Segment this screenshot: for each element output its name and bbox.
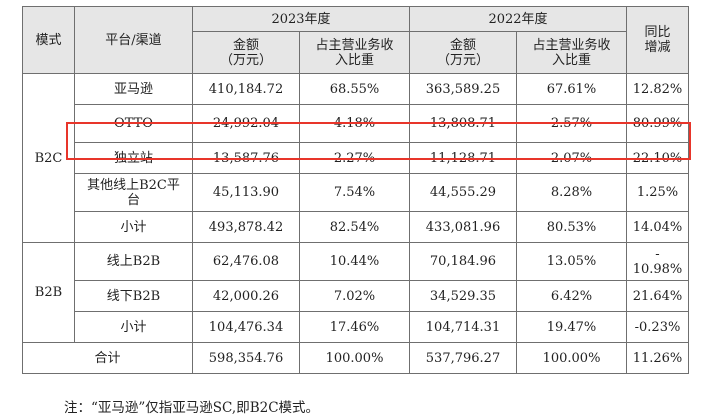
amount-2023-cell: 104,476.34 xyxy=(192,311,300,343)
header-share-2022: 占主营业务收 入比重 xyxy=(516,31,627,74)
amount-2022-cell: 70,184.96 xyxy=(409,242,517,281)
mode-cell-b2c: B2C xyxy=(22,73,75,243)
channel-cell: 亚马逊 xyxy=(74,73,193,105)
share-2023-cell: 7.02% xyxy=(299,280,410,312)
amount-2023-cell: 45,113.90 xyxy=(192,173,300,212)
share-2023-cell: 10.44% xyxy=(299,242,410,281)
share-2022-cell: 13.05% xyxy=(516,242,627,281)
table-row: B2B 线上B2B 62,476.08 10.44% 70,184.96 13.… xyxy=(22,242,689,343)
header-mode: 模式 xyxy=(22,6,75,74)
table-row: 线下B2B 42,000.26 7.02% 34,529.35 6.42% 21… xyxy=(23,280,689,312)
share-2022-cell: 2.57% xyxy=(516,104,627,143)
header-amount-2023: 金额 （万元） xyxy=(192,31,300,74)
amount-2022-cell: 44,555.29 xyxy=(409,173,517,212)
amount-2023-cell: 62,476.08 xyxy=(192,242,300,281)
amount-2023-cell: 410,184.72 xyxy=(192,73,300,105)
amount-2022-cell: 104,714.31 xyxy=(409,311,517,343)
share-2022-cell: 2.07% xyxy=(516,142,627,174)
share-2022-cell: 80.53% xyxy=(516,211,627,243)
channel-cell: 线上B2B xyxy=(74,242,193,281)
yoy-cell: 11.26% xyxy=(626,342,689,374)
amount-2022-cell: 11,128.71 xyxy=(409,142,517,174)
amount-2022-cell: 363,589.25 xyxy=(409,73,517,105)
share-2022-cell: 8.28% xyxy=(516,173,627,212)
subtotal-row: 小计 493,878.42 82.54% 433,081.96 80.53% 1… xyxy=(23,211,689,243)
table-row: 其他线上B2C平 台 45,113.90 7.54% 44,555.29 8.2… xyxy=(23,173,689,212)
amount-2023-cell: 24,992.04 xyxy=(192,104,300,143)
share-2022-cell: 100.00% xyxy=(516,342,627,374)
channel-cell: 线下B2B xyxy=(74,280,193,312)
header-year-2023: 2023年度 xyxy=(192,6,410,32)
channel-cell: 独立站 xyxy=(74,142,193,174)
share-2022-cell: 6.42% xyxy=(516,280,627,312)
amount-2023-cell: 493,878.42 xyxy=(192,211,300,243)
header-year-2022: 2022年度 xyxy=(409,6,627,32)
header-yoy: 同比 增减 xyxy=(626,6,689,74)
yoy-cell: -0.23% xyxy=(626,311,689,343)
amount-2022-cell: 537,796.27 xyxy=(409,342,517,374)
header-channel: 平台/渠道 xyxy=(74,6,193,74)
amount-2023-cell: 13,587.76 xyxy=(192,142,300,174)
share-2023-cell: 82.54% xyxy=(299,211,410,243)
yoy-cell: 21.64% xyxy=(626,280,689,312)
share-2022-cell: 19.47% xyxy=(516,311,627,343)
share-2023-cell: 2.27% xyxy=(299,142,410,174)
subtotal-row: 小计 104,476.34 17.46% 104,714.31 19.47% -… xyxy=(23,311,689,343)
share-2023-cell: 4.18% xyxy=(299,104,410,143)
yoy-cell: 12.82% xyxy=(626,73,689,105)
amount-2023-cell: 598,354.76 xyxy=(192,342,300,374)
channel-cell: 小计 xyxy=(74,211,193,243)
share-2023-cell: 7.54% xyxy=(299,173,410,212)
header-share-2023: 占主营业务收 入比重 xyxy=(299,31,410,74)
yoy-cell: 22.10% xyxy=(626,142,689,174)
total-row: 合计 598,354.76 100.00% 537,796.27 100.00%… xyxy=(22,342,689,374)
channel-cell: 其他线上B2C平 台 xyxy=(74,173,193,212)
channel-cell: OTTO xyxy=(74,104,193,143)
channel-cell: 小计 xyxy=(74,311,193,343)
yoy-cell: 80.99% xyxy=(626,104,689,143)
share-2023-cell: 17.46% xyxy=(299,311,410,343)
yoy-cell: - 10.98% xyxy=(626,242,689,281)
amount-2022-cell: 433,081.96 xyxy=(409,211,517,243)
share-2023-cell: 100.00% xyxy=(299,342,410,374)
header-amount-2022: 金额 （万元） xyxy=(409,31,517,74)
table-row: B2C 亚马逊 410,184.72 68.55% 363,589.25 67.… xyxy=(22,73,689,243)
share-2022-cell: 67.61% xyxy=(516,73,627,105)
revenue-channel-table: 模式 平台/渠道 2023年度 2022年度 同比 增减 金额 （万元） 占主营… xyxy=(22,6,689,374)
share-2023-cell: 68.55% xyxy=(299,73,410,105)
mode-cell-b2b: B2B xyxy=(22,242,75,343)
yoy-cell: 1.25% xyxy=(626,173,689,212)
table-row: OTTO 24,992.04 4.18% 13,808.71 2.57% 80.… xyxy=(23,104,689,143)
total-label: 合计 xyxy=(22,342,193,374)
amount-2022-cell: 13,808.71 xyxy=(409,104,517,143)
table-row: 独立站 13,587.76 2.27% 11,128.71 2.07% 22.1… xyxy=(23,142,689,174)
amount-2023-cell: 42,000.26 xyxy=(192,280,300,312)
footnote: 注：“亚马逊”仅指亚马逊SC,即B2C模式。 xyxy=(64,400,320,416)
amount-2022-cell: 34,529.35 xyxy=(409,280,517,312)
yoy-cell: 14.04% xyxy=(626,211,689,243)
